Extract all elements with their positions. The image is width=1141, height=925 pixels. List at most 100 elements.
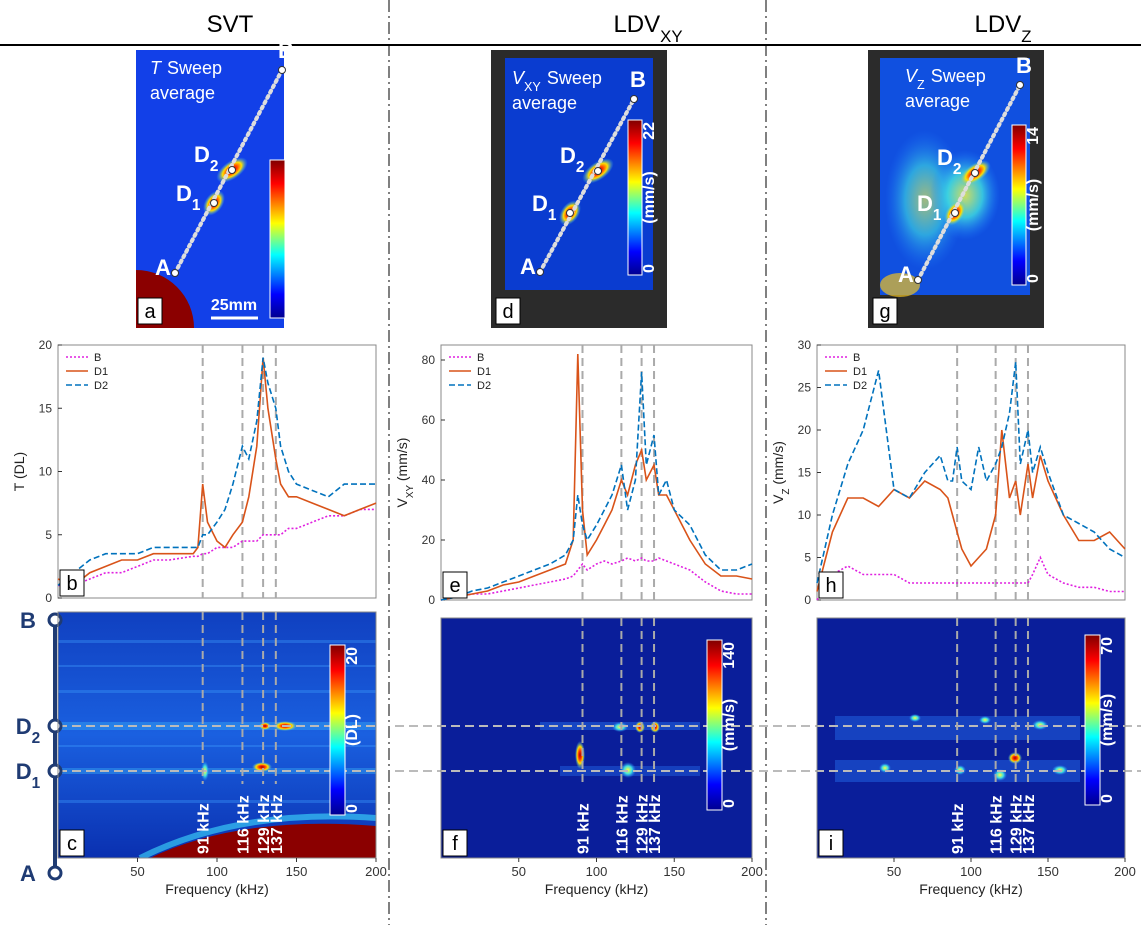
scan-point xyxy=(630,95,638,103)
x-tick-label: 200 xyxy=(1114,864,1136,879)
point-label-part: A xyxy=(155,255,171,280)
scan-point xyxy=(536,268,544,276)
colorbar-unit: (DL) xyxy=(344,714,361,746)
point-label: B xyxy=(630,67,646,92)
panel-letter-box xyxy=(495,297,521,325)
x-axis-label: Frequency (kHz) xyxy=(545,881,648,897)
frequency-label: 129 kHz xyxy=(256,794,273,854)
series-line xyxy=(440,371,753,601)
point-label-part: D xyxy=(560,143,576,168)
image-title: average xyxy=(150,83,215,103)
colorbar-max: 20 xyxy=(344,647,361,665)
point-label-part: B xyxy=(1016,53,1032,78)
y-axis-label: VZ (mm/s) xyxy=(770,441,792,504)
series-line xyxy=(440,557,752,601)
panel-letter-box xyxy=(137,297,163,325)
y-axis-label: VXY (mm/s) xyxy=(394,438,416,508)
y-tick-label: 10 xyxy=(39,465,53,479)
scan-point xyxy=(171,269,179,277)
image-title-part: V xyxy=(512,68,526,88)
heatmap-spot xyxy=(252,762,272,772)
column-title-part: SVT xyxy=(207,11,254,38)
image-title: VZ Sweep xyxy=(905,66,986,92)
point-label-part: 1 xyxy=(192,197,201,214)
panel-letter: c xyxy=(67,833,77,855)
track-label: D2 xyxy=(16,714,40,747)
panel-letter: a xyxy=(144,301,156,323)
x-tick-label: 100 xyxy=(586,864,608,879)
legend-label: B xyxy=(477,352,484,364)
image-title-part: XY xyxy=(524,80,541,94)
frequency-label: 137 kHz xyxy=(269,794,286,854)
image-title-part: Z xyxy=(917,78,925,92)
point-label-part: 1 xyxy=(548,207,557,224)
point-label-part: D xyxy=(532,191,548,216)
point-label-part: B xyxy=(630,67,646,92)
y-tick-label: 10 xyxy=(798,508,812,522)
track-label: D1 xyxy=(16,759,41,792)
y-tick-label: 0 xyxy=(804,593,811,607)
frequency-label: 116 kHz xyxy=(989,795,1006,854)
image-title-part: Sweep xyxy=(167,58,222,78)
scale-bar-label: 25mm xyxy=(211,297,257,314)
y-tick-label: 20 xyxy=(39,338,53,352)
colorbar-max: 140 xyxy=(721,642,738,669)
panel-letter: d xyxy=(502,301,513,323)
colorbar xyxy=(269,159,286,319)
track-label: A xyxy=(20,861,36,886)
y-tick-label: 20 xyxy=(798,423,812,437)
colorbar-max: 22 xyxy=(641,122,658,140)
panel-letter-box xyxy=(442,829,468,857)
column-title: LDVZ xyxy=(975,11,1032,46)
point-label-part: A xyxy=(520,254,536,279)
y-axis-label-part: V xyxy=(770,494,786,504)
series-line xyxy=(440,353,753,601)
point-label-part: 2 xyxy=(210,158,219,175)
colorbar-min: 0 xyxy=(1025,274,1042,283)
x-tick-label: 150 xyxy=(663,864,685,879)
legend-label: D2 xyxy=(94,380,108,392)
scan-point xyxy=(278,66,286,74)
track-label-part: D xyxy=(16,714,32,739)
frequency-label: 129 kHz xyxy=(1009,794,1026,854)
colorbar xyxy=(627,119,643,276)
y-tick-label: 15 xyxy=(39,401,53,415)
y-axis-label-part: (mm/s) xyxy=(770,441,786,488)
frequency-label: 116 kHz xyxy=(235,795,252,854)
colorbar-unit: (mm/s) xyxy=(1099,694,1116,746)
frequency-label: 137 kHz xyxy=(1021,794,1038,854)
image-title: T Sweep xyxy=(150,58,222,78)
heatmap-c-bg xyxy=(58,612,376,858)
colorbar-unit: (mm/s) xyxy=(1025,179,1042,231)
series-line xyxy=(58,508,376,587)
x-tick-label: 100 xyxy=(206,864,228,879)
scan-point xyxy=(971,169,979,177)
scan-point xyxy=(594,167,602,175)
y-tick-label: 15 xyxy=(798,466,812,480)
plot-area xyxy=(816,344,1126,601)
frequency-label: 91 kHz xyxy=(196,803,213,854)
frequency-label: 91 kHz xyxy=(950,803,967,854)
colorbar-min: 0 xyxy=(641,264,658,273)
track-point xyxy=(47,865,63,881)
x-tick-label: 50 xyxy=(130,864,144,879)
column-title: LDVXY xyxy=(613,11,682,46)
frequency-label: 116 kHz xyxy=(614,795,631,854)
panel-letter-box xyxy=(442,571,468,599)
heatmap-hot-region xyxy=(150,823,376,858)
panel-letter-box xyxy=(59,569,85,597)
colorbar xyxy=(1011,124,1027,286)
point-label-part: D xyxy=(937,145,953,170)
track-label-part: 1 xyxy=(32,775,41,792)
y-tick-label: 20 xyxy=(422,533,436,547)
image-title-part: average xyxy=(512,93,577,113)
heatmap-f-bg xyxy=(441,618,752,858)
scan-line xyxy=(916,83,1022,282)
x-tick-label: 50 xyxy=(887,864,901,879)
frequency-label: 129 kHz xyxy=(635,794,652,854)
panel-letter: h xyxy=(825,575,836,597)
frequency-label: 91 kHz xyxy=(576,803,593,854)
point-label: B xyxy=(278,38,294,63)
point-label: D1 xyxy=(917,191,942,224)
